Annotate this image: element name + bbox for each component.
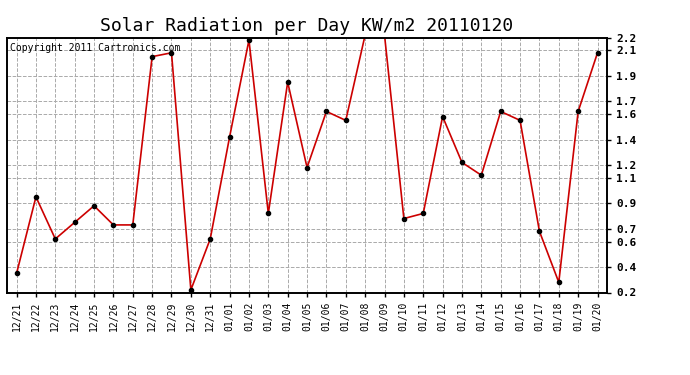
Title: Solar Radiation per Day KW/m2 20110120: Solar Radiation per Day KW/m2 20110120 <box>101 16 513 34</box>
Text: Copyright 2011 Cartronics.com: Copyright 2011 Cartronics.com <box>10 43 180 52</box>
